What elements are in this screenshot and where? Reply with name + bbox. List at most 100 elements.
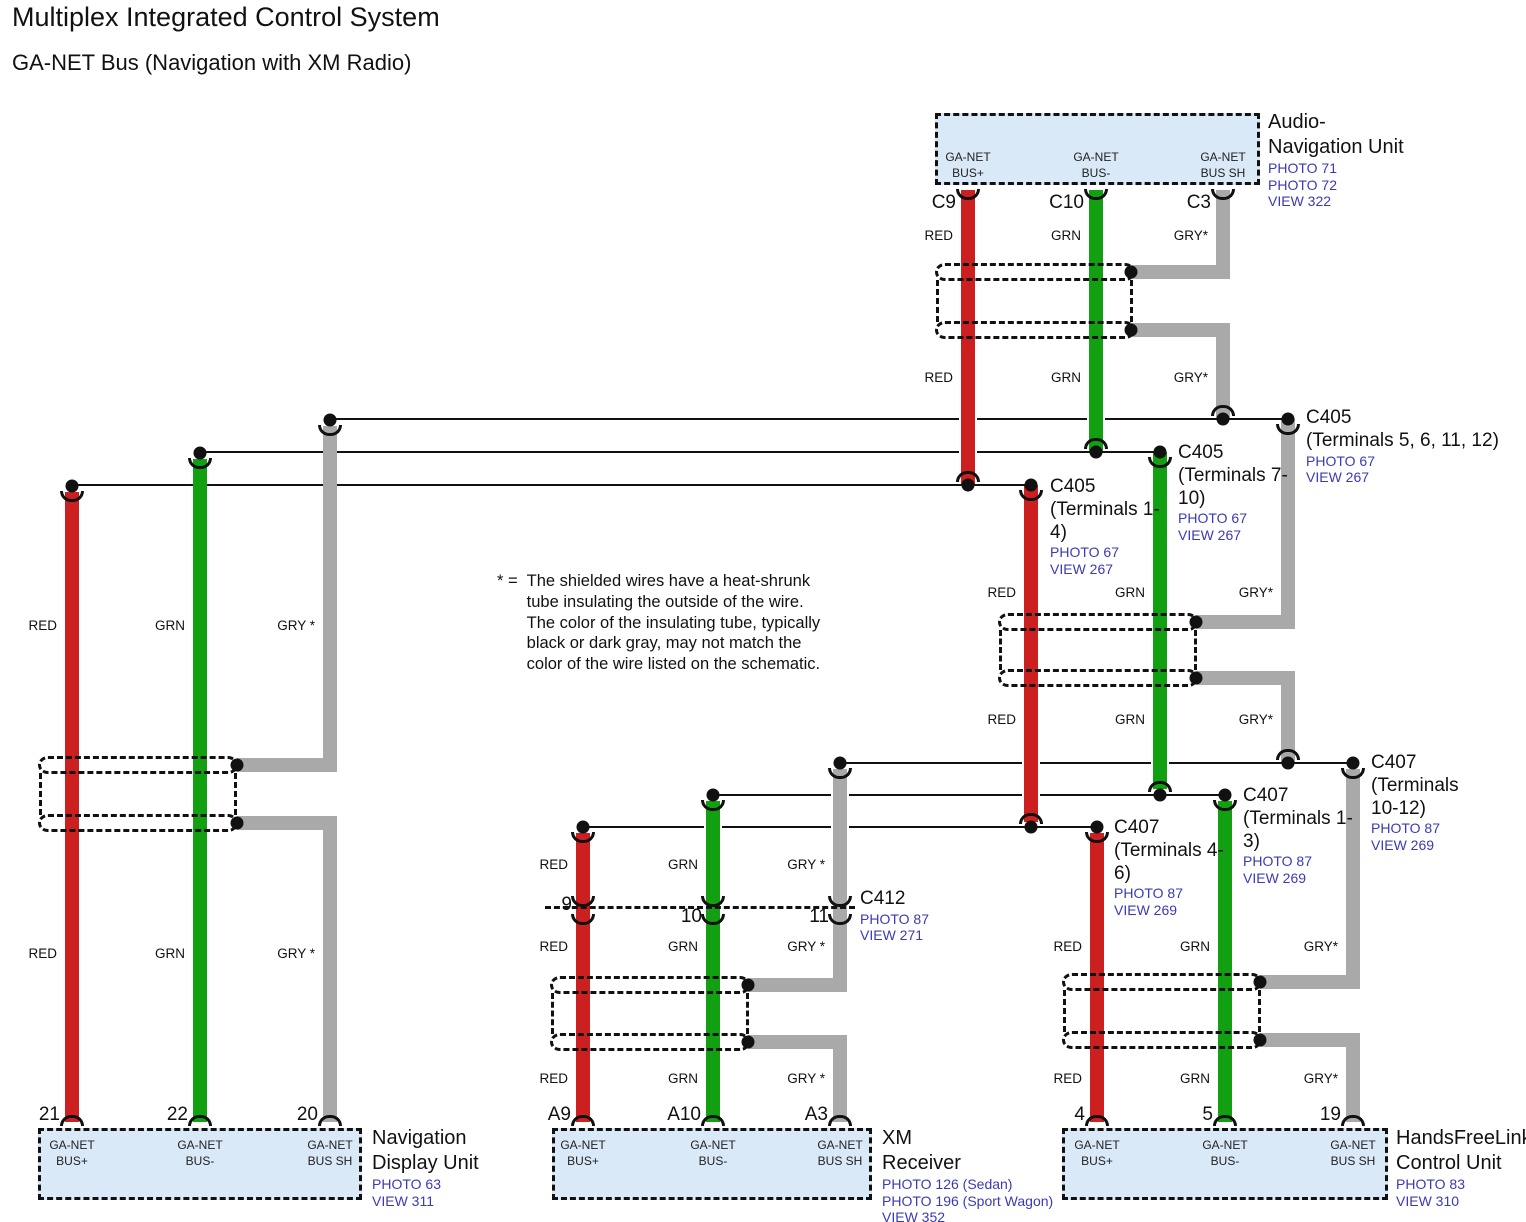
unit-name: Display Unit — [372, 1152, 479, 1174]
shield-tube-band — [38, 756, 238, 774]
connector-label-c405-5-6-11-12: C405 (Terminals 5, 6, 11, 12) PHOTO 67 VI… — [1306, 407, 1526, 486]
wire-color-label: GRN — [1115, 585, 1145, 600]
unit-name: Navigation Unit — [1268, 136, 1404, 158]
shield-tube-band — [1062, 1031, 1262, 1049]
view-link[interactable]: VIEW 267 — [1178, 526, 1242, 543]
view-link[interactable]: VIEW 352 — [882, 1209, 946, 1222]
view-link[interactable]: VIEW 310 — [1396, 1192, 1460, 1209]
shield-tube-side — [1258, 990, 1261, 1032]
bus-name: GA-NET — [177, 1138, 223, 1152]
pin-label: 19 — [1319, 1104, 1341, 1125]
view-link[interactable]: VIEW 269 — [1371, 836, 1435, 853]
connector-arc — [1019, 490, 1043, 501]
wire-gry-elbow — [1131, 265, 1230, 279]
shield-tube-side — [999, 630, 1002, 670]
bus-terminal-label: GA-NET BUS- — [690, 1138, 735, 1169]
wire-gry — [323, 816, 337, 1122]
view-link[interactable]: VIEW 267 — [1306, 469, 1370, 486]
bus-name: GA-NET — [560, 1138, 606, 1152]
view-link[interactable]: VIEW 322 — [1268, 193, 1332, 210]
connector-arc — [1276, 749, 1300, 760]
bus-shield: BUS SH — [1330, 1153, 1376, 1168]
photo-link[interactable]: PHOTO 87 — [1243, 853, 1312, 870]
connector-arc — [60, 1115, 84, 1126]
connector-arc — [701, 1115, 725, 1126]
photo-link[interactable]: PHOTO 83 — [1396, 1176, 1465, 1192]
junction-dot — [576, 820, 590, 834]
bus-shield: BUS SH — [307, 1153, 353, 1168]
pin-label: 4 — [1074, 1104, 1085, 1125]
wire-gry-elbow — [237, 758, 337, 772]
photo-link[interactable]: PHOTO 63 — [372, 1176, 441, 1192]
wire-gry — [1281, 671, 1295, 763]
connector-desc: (Terminals 4-6) — [1114, 839, 1224, 884]
shield-tube-band — [550, 1033, 750, 1051]
junction-dot — [1090, 820, 1104, 834]
connector-arc — [1148, 781, 1172, 792]
photo-link[interactable]: PHOTO 67 — [1178, 510, 1247, 527]
connector-arc — [1213, 800, 1237, 811]
connector-arc — [1211, 405, 1235, 416]
pin-label: 20 — [296, 1104, 318, 1125]
photo-link[interactable]: PHOTO 196 (Sport Wagon) — [882, 1192, 1054, 1209]
wire-color-label: RED — [539, 1071, 568, 1086]
note-line: black or dark gray, may not match the — [526, 634, 802, 653]
photo-link[interactable]: PHOTO 67 — [1050, 544, 1119, 561]
view-link[interactable]: VIEW 311 — [372, 1192, 434, 1209]
connector-desc: (Terminals 10-12) — [1371, 774, 1459, 819]
unit-label-audio-navigation: Audio- Navigation Unit PHOTO 71 PHOTO 72 V… — [1268, 110, 1518, 210]
pin-label: 21 — [38, 1104, 60, 1125]
bus-line — [977, 451, 1160, 453]
bus-line — [200, 451, 323, 453]
connector-arc — [1148, 457, 1172, 468]
connector-arc — [318, 425, 342, 436]
bus-name: GA-NET — [1200, 150, 1246, 164]
connector-label-c412: C412 PHOTO 87 VIEW 271 — [860, 888, 990, 944]
junction-dot — [1218, 788, 1232, 802]
wire-gry-elbow — [748, 1035, 847, 1049]
view-link[interactable]: VIEW 267 — [1050, 560, 1114, 577]
wire-color-label: GRY * — [277, 618, 315, 633]
wire-color-label: RED — [987, 585, 1016, 600]
photo-link[interactable]: PHOTO 72 — [1268, 176, 1337, 193]
connector-c412-line — [545, 906, 855, 909]
bus-line — [1105, 418, 1288, 420]
bus-line — [337, 484, 1031, 486]
junction-dot — [1153, 445, 1167, 459]
bus-terminal-label: GA-NET BUS- — [1073, 150, 1118, 181]
bus-name: GA-NET — [1073, 150, 1119, 164]
photo-link[interactable]: PHOTO 71 — [1268, 160, 1337, 176]
photo-link[interactable]: PHOTO 67 — [1306, 452, 1375, 469]
connector-label-c405-7-10: C405 (Terminals 7-10) PHOTO 67 VIEW 267 — [1178, 442, 1293, 543]
wire-color-label: RED — [28, 946, 57, 961]
unit-name: Audio- — [1268, 111, 1326, 133]
junction-dot — [833, 756, 847, 770]
wire-color-label: RED — [539, 939, 568, 954]
photo-link[interactable]: PHOTO 87 — [860, 910, 929, 927]
view-link[interactable]: VIEW 269 — [1243, 869, 1307, 886]
pin-label: C9 — [931, 192, 956, 213]
shield-tube-side — [1063, 990, 1066, 1032]
wire-color-label: GRN — [155, 946, 185, 961]
photo-link[interactable]: PHOTO 126 (Sedan) — [882, 1176, 1013, 1192]
shield-tube-side — [39, 773, 42, 815]
pin-label: C10 — [1049, 192, 1084, 213]
wire-gry — [1216, 323, 1230, 419]
bus-name: GA-NET — [690, 1138, 736, 1152]
photo-link[interactable]: PHOTO 87 — [1114, 885, 1183, 902]
bus-name: GA-NET — [49, 1138, 95, 1152]
view-link[interactable]: VIEW 271 — [860, 927, 924, 944]
unit-label-handsfreelink: HandsFreeLink Control Unit PHOTO 83 VIEW … — [1396, 1126, 1526, 1209]
shield-tube-band — [998, 613, 1198, 631]
wire-gry — [1281, 419, 1295, 629]
junction-dot — [706, 788, 720, 802]
connector-arc — [1084, 438, 1108, 449]
wire-gry-elbow — [1260, 975, 1360, 989]
shield-tube-side — [746, 993, 749, 1034]
connector-name: C412 — [860, 888, 906, 909]
note-line: tube insulating the outside of the wire. — [526, 592, 804, 611]
connector-label-c407-4-6: C407 (Terminals 4-6) PHOTO 87 VIEW 269 — [1114, 817, 1229, 918]
shield-tube-band — [1062, 973, 1262, 991]
view-link[interactable]: VIEW 269 — [1114, 901, 1178, 918]
photo-link[interactable]: PHOTO 87 — [1371, 820, 1440, 837]
